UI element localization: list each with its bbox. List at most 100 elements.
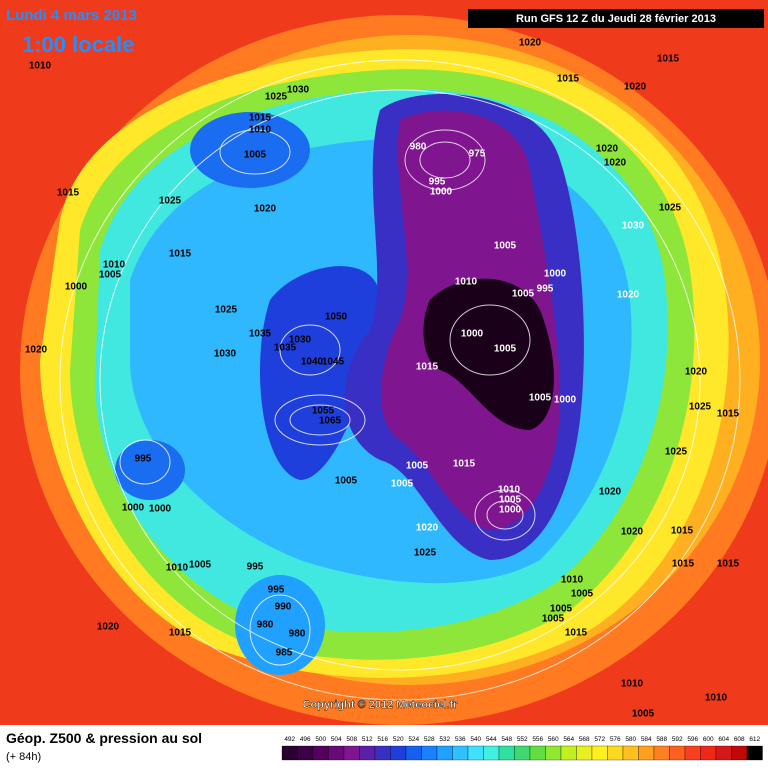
colorbar-swatch — [483, 745, 500, 761]
isobar-label: 1020 — [97, 622, 120, 633]
map-time: 1:00 locale — [22, 32, 135, 57]
colorbar-swatch — [669, 745, 686, 761]
isobar-label: 980 — [257, 620, 274, 631]
isobar-label: 990 — [275, 602, 292, 613]
footer-lead: (+ 84h) — [6, 751, 41, 763]
colorbar-label: 532 — [439, 736, 450, 743]
colorbar-label: 580 — [625, 736, 636, 743]
isobar-label: 1020 — [604, 158, 627, 169]
isobar-label: 1015 — [672, 559, 695, 570]
isobar-label: 1010 — [103, 260, 126, 271]
isobar-label: 1005 — [512, 289, 535, 300]
isobar-label: 1015 — [671, 526, 694, 537]
isobar-label: 1030 — [214, 349, 237, 360]
isobar-label: 1015 — [169, 628, 192, 639]
isobar-label: 1025 — [665, 447, 688, 458]
isobar-label: 1050 — [325, 312, 348, 323]
colorbar-swatch — [328, 745, 345, 761]
colorbar-label: 508 — [346, 736, 357, 743]
colorbar-swatch — [607, 745, 624, 761]
colorbar-label: 516 — [377, 736, 388, 743]
isobar-label: 1020 — [624, 82, 647, 93]
isobar-label: 1035 — [249, 329, 272, 340]
colorbar-swatch — [514, 745, 531, 761]
colorbar-label: 500 — [315, 736, 326, 743]
isobar-label: 1015 — [453, 459, 476, 470]
colorbar-swatch — [405, 745, 422, 761]
colorbar-label: 556 — [532, 736, 543, 743]
isobar-label: 1005 — [406, 461, 429, 472]
isobar-label: 1010 — [705, 693, 728, 704]
isobar-label: 1005 — [335, 476, 358, 487]
isobar-label: 1035 — [274, 343, 297, 354]
isobar-label: 980 — [289, 629, 306, 640]
colorbar-label: 568 — [579, 736, 590, 743]
isobar-label: 1055 — [312, 406, 335, 417]
copyright: Copyright © 2012 Meteociel.fr — [303, 699, 459, 711]
isobar-label: 1015 — [249, 113, 272, 124]
colorbar-swatch — [452, 745, 469, 761]
isobar-label: 1020 — [519, 38, 542, 49]
colorbar-label: 540 — [470, 736, 481, 743]
isobar-label: 1010 — [249, 125, 272, 136]
isobar-label: 995 — [247, 562, 264, 573]
colorbar-label: 564 — [563, 736, 574, 743]
isobar-label: 1030 — [289, 335, 312, 346]
run-info: Run GFS 12 Z du Jeudi 28 février 2013 — [516, 13, 716, 25]
isobar-label: 1005 — [529, 393, 552, 404]
isobar-label: 1010 — [498, 485, 521, 496]
isobar-label: 1005 — [499, 495, 522, 506]
isobar-label: 1025 — [215, 305, 238, 316]
isobar-label: 1020 — [685, 367, 708, 378]
colorbar-swatch — [436, 745, 453, 761]
isobar-label: 1015 — [416, 362, 439, 373]
isobar-label: 1045 — [322, 357, 345, 368]
colorbar-swatch — [297, 745, 314, 761]
colorbar-label: 552 — [517, 736, 528, 743]
colorbar-swatch — [715, 745, 732, 761]
colorbar-label: 512 — [362, 736, 373, 743]
isobar-label: 995 — [429, 177, 446, 188]
isobar-label: 995 — [268, 585, 285, 596]
isobar-label: 1005 — [571, 589, 594, 600]
isobar-label: 1010 — [166, 563, 189, 574]
isobar-label: 1020 — [621, 527, 644, 538]
isobar-label: 1000 — [149, 504, 172, 515]
colorbar-label: 596 — [687, 736, 698, 743]
isobar-label: 1065 — [319, 416, 342, 427]
isobar-label: 1010 — [455, 277, 478, 288]
isobar-label: 1030 — [622, 221, 645, 232]
low-blue — [190, 112, 310, 188]
colorbar-swatch — [281, 745, 298, 761]
colorbar-label: 560 — [548, 736, 559, 743]
isobar-label: 1000 — [430, 187, 453, 198]
colorbar-swatch — [591, 745, 608, 761]
isobar-label: 1005 — [391, 479, 414, 490]
colorbar-swatch — [746, 745, 763, 761]
isobar-label: 975 — [469, 149, 486, 160]
colorbar-label: 496 — [300, 736, 311, 743]
zone-black — [423, 278, 554, 430]
colorbar-swatch — [467, 745, 484, 761]
isobar-label: 1005 — [632, 709, 655, 720]
isobar-label: 1020 — [617, 290, 640, 301]
isobar-label: 1005 — [189, 560, 212, 571]
low-blue — [235, 575, 325, 675]
isobar-label: 1040 — [301, 357, 324, 368]
isobar-label: 1000 — [554, 395, 577, 406]
map-date: Lundi 4 mars 2013 — [6, 7, 137, 24]
isobar-label: 1015 — [717, 559, 740, 570]
isobar-label: 1015 — [57, 188, 80, 199]
isobar-label: 1005 — [494, 241, 517, 252]
colorbar-swatch — [421, 745, 438, 761]
colorbar-label: 520 — [393, 736, 404, 743]
isobar-label: 1000 — [461, 329, 484, 340]
isobar-label: 1025 — [659, 203, 682, 214]
colorbar-label: 612 — [749, 736, 760, 743]
colorbar-label: 608 — [734, 736, 745, 743]
isobar-label: 1005 — [244, 150, 267, 161]
colorbar-swatch — [359, 745, 376, 761]
colorbar-swatch — [700, 745, 717, 761]
isobar-label: 1025 — [414, 548, 437, 559]
